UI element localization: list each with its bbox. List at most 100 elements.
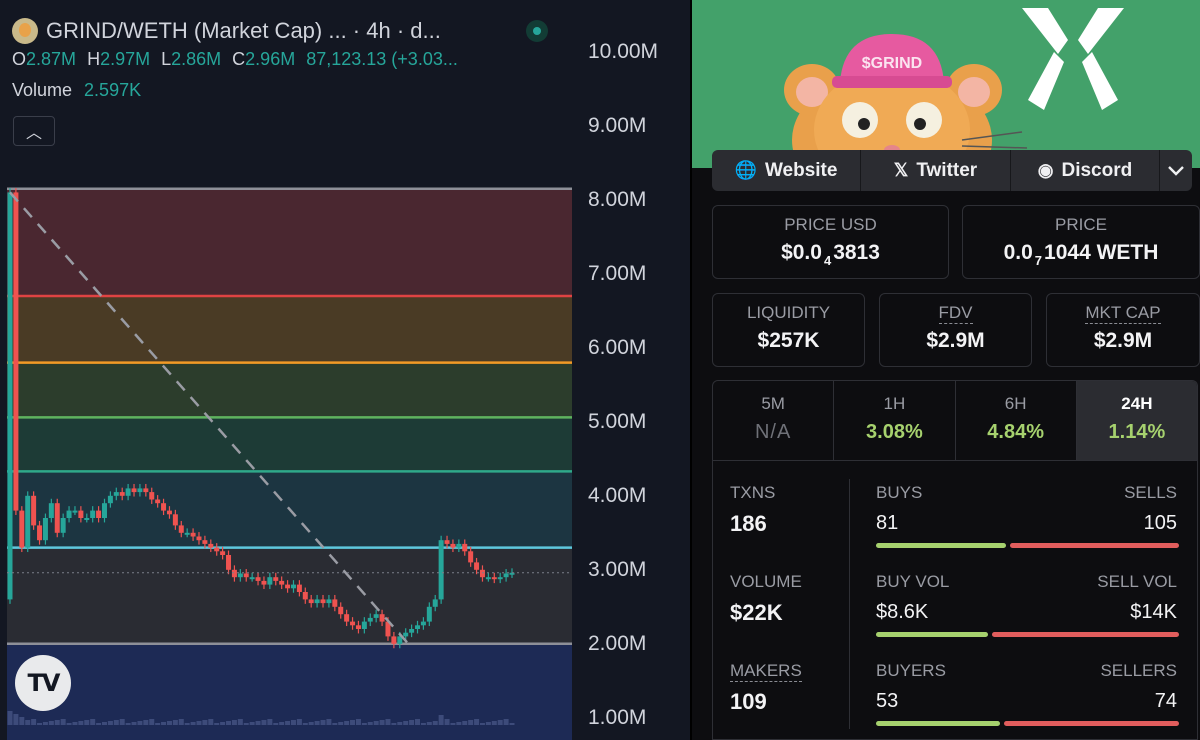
token-logo [12,18,38,44]
chevron-down-icon [1168,165,1184,176]
fib-band-0 [7,188,572,296]
website-link[interactable]: 🌐 Website [712,150,861,191]
candle-body [220,551,226,555]
volume-bar [344,721,350,725]
candle-body [314,599,320,604]
candle-body [503,573,509,578]
high-label: H [87,49,101,69]
fib-band-1 [7,296,572,363]
candle-body [178,525,184,533]
sells-label: SELLS [1124,483,1177,502]
volume-bar [226,721,232,725]
candle-body [373,614,379,618]
collapse-legend-button[interactable]: ︿ [13,116,55,146]
volume-bar [361,723,367,725]
volume-bar [350,720,356,725]
volume-bar [403,721,409,725]
candle-body [155,499,161,504]
volume-bar [54,720,60,725]
candle-body [320,599,326,604]
candle-body [78,510,84,518]
pair-title[interactable]: GRIND/WETH (Market Cap) ... · 4h · d... [46,18,441,43]
candle-body [131,488,137,493]
more-links-button[interactable] [1160,150,1192,191]
candle-body [48,503,54,518]
volume-bar [320,720,326,725]
volume-bar [237,719,243,725]
tradingview-logo[interactable]: TV [15,655,71,711]
volume-bar [19,717,25,725]
buy-vol-ratio-bar [876,632,988,637]
discord-link[interactable]: ◉ Discord [1011,150,1160,191]
volume-bar [373,721,379,725]
sell-vol-value: $14K [1130,601,1177,623]
candle-body [149,492,155,500]
stats-divider [849,479,850,729]
price-usd-card: PRICE USD $0.0 43813 [712,205,949,279]
sellers-label: SELLERS [1100,661,1177,680]
market-cap-label[interactable]: MKT CAP [1085,303,1161,324]
x-icon: 𝕏 [893,160,909,180]
price-chart[interactable]: GRIND/WETH (Market Cap) ... · 4h · d... … [0,0,690,740]
txns-label: TXNS [730,483,776,502]
volume-bar [503,719,509,725]
price-native-value: 0.0 71044 WETH [963,241,1199,268]
volume-bar [172,720,178,725]
makers-label[interactable]: MAKERS [730,661,802,682]
candle-body [444,540,450,544]
candle-body [196,536,202,541]
price-native-card: PRICE 0.0 71044 WETH [962,205,1200,279]
candle-body [290,584,296,589]
volume-bar [25,720,31,725]
candle-body [125,488,131,496]
candle-body [113,492,119,496]
volume-bar [119,719,125,725]
volume-bar [125,723,131,725]
social-links-bar: 🌐 Website 𝕏 Twitter ◉ Discord [712,150,1192,191]
volume-bar [509,723,515,725]
volume-bar [420,723,426,725]
candle-body [66,510,72,518]
y-tick-label: 10.00M [588,39,659,63]
price-native-zeros: 7 [1034,253,1043,268]
volume-bar [96,723,102,725]
tab-6h[interactable]: 6H 4.84% [956,381,1077,460]
fib-band-2 [7,362,572,418]
candle-body [491,577,497,580]
volume-bar [326,719,332,725]
low-label: L [161,49,172,69]
open-label: O [12,49,27,69]
volume-bar [485,722,491,725]
sells-value: 105 [1143,512,1177,534]
buy-vol-value: $8.6K [876,601,929,623]
tab-5m[interactable]: 5M N/A [713,381,835,460]
candle-body [338,606,344,615]
candle-body [184,532,190,535]
volume-bar [285,721,291,725]
candle-body [166,510,172,515]
buy-vol-label: BUY VOL [876,572,950,591]
volume-bar [444,719,450,725]
volume-stat-value: $22K [730,600,783,625]
candle-body [361,621,367,629]
volume-bar [178,719,184,725]
fdv-label[interactable]: FDV [938,303,973,324]
tab-24h[interactable]: 24H 1.14% [1076,381,1197,460]
candle-body [420,621,426,626]
volume-bar [220,722,226,725]
volume-bar [78,721,84,725]
candle-body [72,510,78,513]
candle-body [279,580,285,585]
tab-1h[interactable]: 1H 3.08% [834,381,956,460]
volume-bar [415,719,421,725]
candle-body [161,503,167,511]
twitter-link[interactable]: 𝕏 Twitter [861,150,1011,191]
tab-24h-change: 1.14% [1108,421,1166,443]
candle-body [285,584,291,589]
volume-bar [450,723,456,725]
candle-body [13,192,19,511]
candle-body [101,503,107,518]
timeframe-tabs: 5M N/A 1H 3.08% 6H 4.84% 24H 1.14% [712,380,1198,460]
chart-canvas[interactable] [0,0,690,740]
candle-body [497,577,503,580]
